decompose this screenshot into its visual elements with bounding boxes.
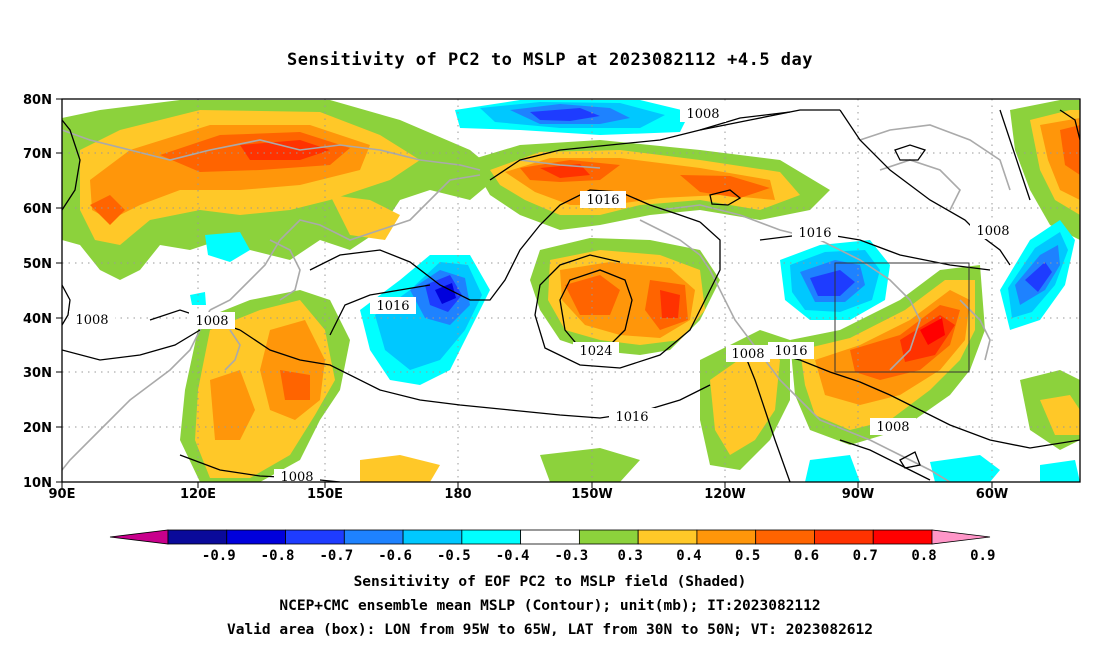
svg-text:1008: 1008 (280, 470, 313, 485)
colorbar-swatch (402, 529, 463, 545)
colorbar-tick-label: -0.6 (378, 548, 412, 564)
svg-text:1016: 1016 (774, 344, 807, 359)
contour-label: 1008 (970, 222, 1016, 239)
lat-label: 50N (23, 257, 52, 272)
colorbar-swatch (872, 529, 933, 545)
map-area: 1008 1016 1008 1016 1008 1008 1016 1024 … (62, 99, 1080, 485)
lat-label: 40N (23, 312, 52, 327)
colorbar-swatch (814, 529, 874, 545)
colorbar-swatch (226, 529, 286, 545)
lon-label: 150W (571, 487, 612, 502)
svg-text:1008: 1008 (976, 224, 1009, 239)
caption-line-1: Sensitivity of EOF PC2 to MSLP field (Sh… (353, 574, 747, 590)
lon-label: 60W (976, 487, 1008, 502)
mslp-contours (62, 109, 1080, 482)
svg-text:1016: 1016 (586, 193, 619, 208)
colorbar-arrow-low (109, 529, 169, 545)
colorbar-swatch (637, 529, 698, 545)
map-frame (61, 98, 1081, 483)
contour-label: 1008 (726, 345, 770, 362)
colorbar-swatch (167, 529, 228, 545)
latitude-labels: 80N 70N 60N 50N 40N 30N 20N 10N (23, 93, 52, 491)
lat-label: 70N (23, 147, 52, 162)
contour-label: 1016 (768, 342, 814, 359)
valid-area-box (834, 262, 970, 373)
grid-lines (62, 99, 1080, 482)
svg-text:1008: 1008 (731, 347, 764, 362)
contour-label: 1016 (609, 408, 655, 425)
contour-label: 1008 (69, 311, 115, 328)
colorbar-tick-label: -0.5 (437, 548, 471, 564)
contour-label: 1024 (573, 342, 619, 359)
colorbar-swatch (461, 529, 522, 545)
longitude-labels: 90E 120E 150E 180 150W 120W 90W 60W (49, 487, 1009, 502)
axis-ticks (56, 98, 993, 488)
contour-labels: 1008 1016 1008 1016 1008 1008 1016 1024 … (69, 105, 1016, 485)
colorbar-tick-label: 0.3 (618, 548, 643, 564)
lon-label: 180 (444, 487, 471, 502)
svg-text:1016: 1016 (798, 226, 831, 241)
colorbar-tick-label: 0.8 (911, 548, 936, 564)
colorbar-swatch (285, 529, 345, 545)
colorbar-tick-label: -0.3 (555, 548, 589, 564)
colorbar-tick-label: 0.5 (735, 548, 760, 564)
colorbar-tick-label: 0.4 (676, 548, 701, 564)
colorbar-swatch (578, 529, 639, 545)
colorbar-swatch (755, 529, 815, 545)
colorbar: -0.9 -0.8 -0.7 -0.6 -0.5 -0.4 -0.3 0.3 0.4 0.5 0.6… (109, 529, 995, 564)
svg-text:1008: 1008 (195, 314, 228, 329)
colorbar-tick-label: -0.7 (319, 548, 353, 564)
lat-label: 30N (23, 366, 52, 381)
colorbar-tick-label: -0.8 (261, 548, 295, 564)
contour-label: 1016 (792, 224, 838, 241)
colorbar-tick-label: -0.4 (496, 548, 530, 564)
coastlines (62, 124, 1011, 482)
lon-label: 90E (49, 487, 76, 502)
colorbar-tick-label: 0.6 (794, 548, 819, 564)
contour-label: 1008 (680, 105, 726, 122)
colorbar-swatch (696, 529, 757, 545)
svg-text:1016: 1016 (376, 299, 409, 314)
lat-label: 20N (23, 421, 52, 436)
contour-label: 1008 (189, 312, 235, 329)
positive-sensitivity-shading (62, 100, 1080, 482)
lon-label: 90W (842, 487, 874, 502)
svg-text:1016: 1016 (615, 410, 648, 425)
colorbar-tick-label: 0.7 (853, 548, 878, 564)
caption-line-2: NCEP+CMC ensemble mean MSLP (Contour); u… (279, 598, 821, 614)
colorbar-tick-label: -0.9 (202, 548, 236, 564)
contour-label: 1008 (870, 418, 916, 435)
caption-line-3: Valid area (box): LON from 95W to 65W, L… (226, 622, 873, 638)
lat-label: 60N (23, 202, 52, 217)
svg-text:1008: 1008 (75, 313, 108, 328)
colorbar-swatch (343, 529, 404, 545)
chart-title: Sensitivity of PC2 to MSLP at 2023082112… (286, 50, 813, 70)
lon-label: 120E (180, 487, 216, 502)
contour-label: 1016 (370, 297, 416, 314)
lat-label: 80N (23, 93, 52, 108)
colorbar-tick-label: 0.9 (970, 548, 995, 564)
contour-label: 1016 (580, 191, 626, 208)
lon-label: 150E (307, 487, 343, 502)
svg-text:1024: 1024 (579, 344, 612, 359)
svg-text:1008: 1008 (686, 107, 719, 122)
contour-label: 1008 (274, 469, 320, 485)
svg-text:1008: 1008 (876, 420, 909, 435)
colorbar-swatch (520, 529, 580, 545)
colorbar-arrow-high (931, 529, 991, 545)
lat-label: 10N (23, 476, 52, 491)
lon-label: 120W (704, 487, 745, 502)
